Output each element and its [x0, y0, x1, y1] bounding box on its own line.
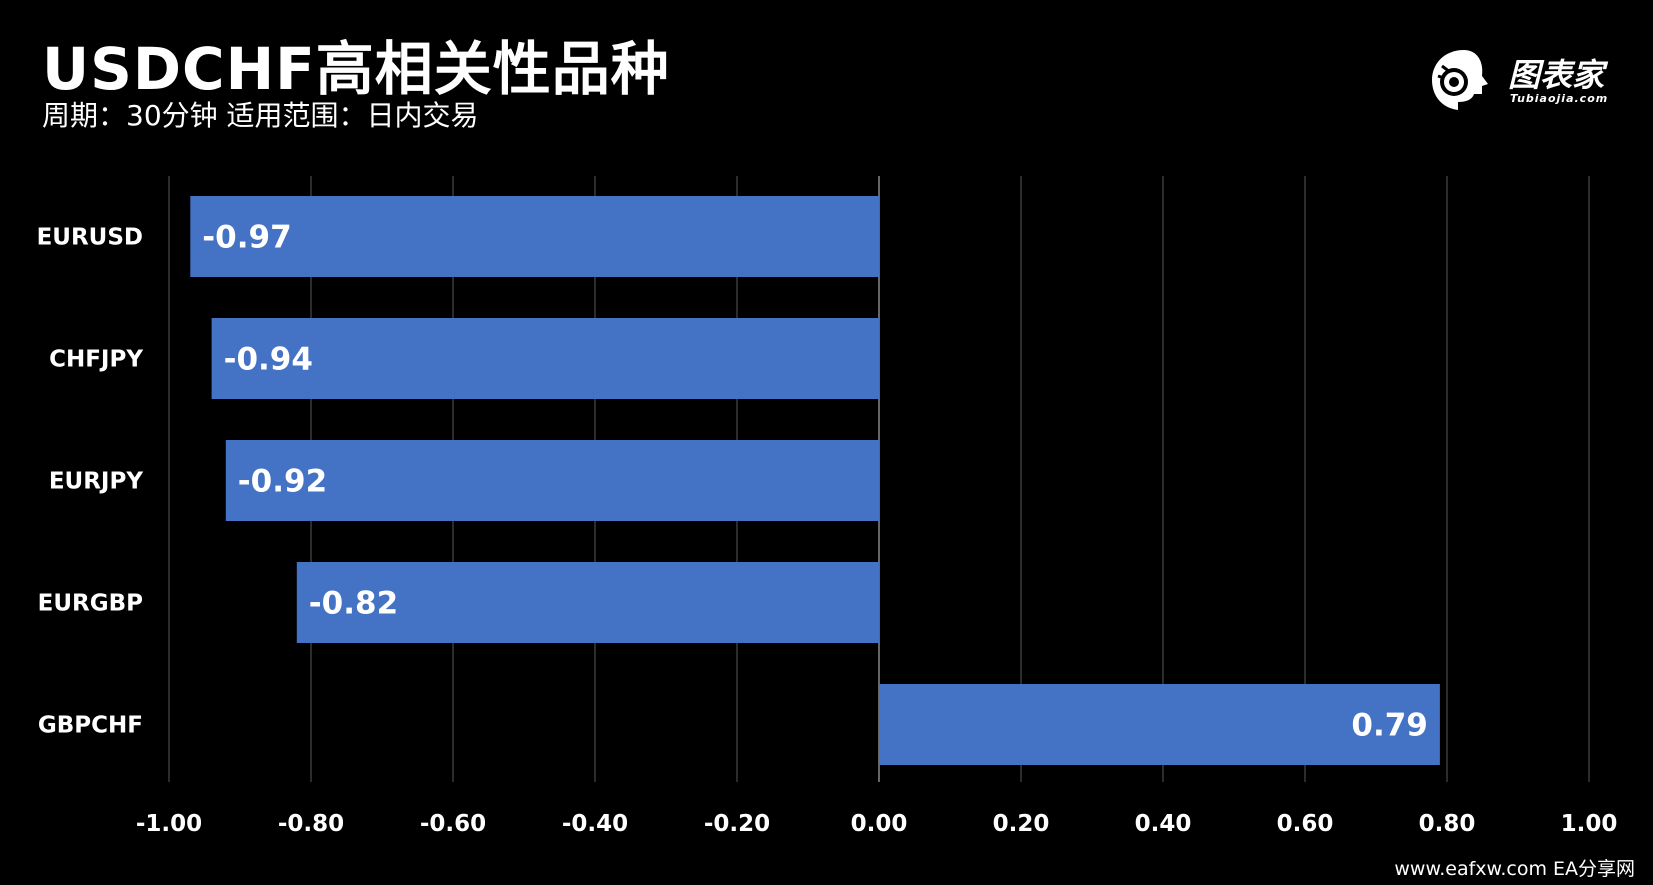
data-label: 0.79 [1351, 708, 1428, 744]
x-tick-label: -0.40 [562, 811, 628, 837]
bar [879, 684, 1440, 765]
robot-head-icon [1432, 50, 1488, 110]
category-label: EURUSD [37, 225, 143, 251]
x-tick-label: 0.20 [993, 811, 1050, 837]
chart-subtitle: 周期：30分钟 适用范围：日内交易 [42, 99, 479, 132]
category-label: EURGBP [38, 591, 143, 617]
data-label: -0.94 [224, 342, 313, 378]
footer-watermark: www.eafxw.com EA分享网 [1394, 858, 1635, 880]
bar [190, 196, 880, 277]
x-tick-label: -1.00 [136, 811, 202, 837]
x-tick-label: -0.60 [420, 811, 486, 837]
x-tick-label: 0.00 [851, 811, 908, 837]
data-label: -0.82 [309, 586, 398, 622]
bar [225, 440, 880, 521]
data-label: -0.97 [202, 220, 291, 256]
x-tick-label: 0.80 [1419, 811, 1476, 837]
category-label: EURJPY [49, 469, 144, 495]
category-label: GBPCHF [38, 713, 143, 739]
data-label: -0.92 [238, 464, 327, 500]
bar-layer [190, 196, 1440, 765]
logo-subtext: Tubiaojia.com [1510, 92, 1609, 105]
x-tick-label: -0.80 [278, 811, 344, 837]
label-layer: -1.00 -0.80 -0.60 -0.40 -0.20 0.00 0.20 0.40 0.6… [37, 220, 1618, 838]
x-tick-label: 0.40 [1135, 811, 1192, 837]
x-tick-label: -0.20 [704, 811, 770, 837]
x-tick-label: 0.60 [1277, 811, 1334, 837]
bar [211, 318, 880, 399]
logo-text: 图表家 [1508, 56, 1605, 94]
brand-logo: 图表家 Tubiaojia.com [1428, 46, 1628, 114]
bar [296, 562, 879, 643]
x-tick-label: 1.00 [1561, 811, 1618, 837]
category-label: CHFJPY [49, 347, 143, 373]
chart-title: USDCHF高相关性品种 [42, 35, 670, 103]
